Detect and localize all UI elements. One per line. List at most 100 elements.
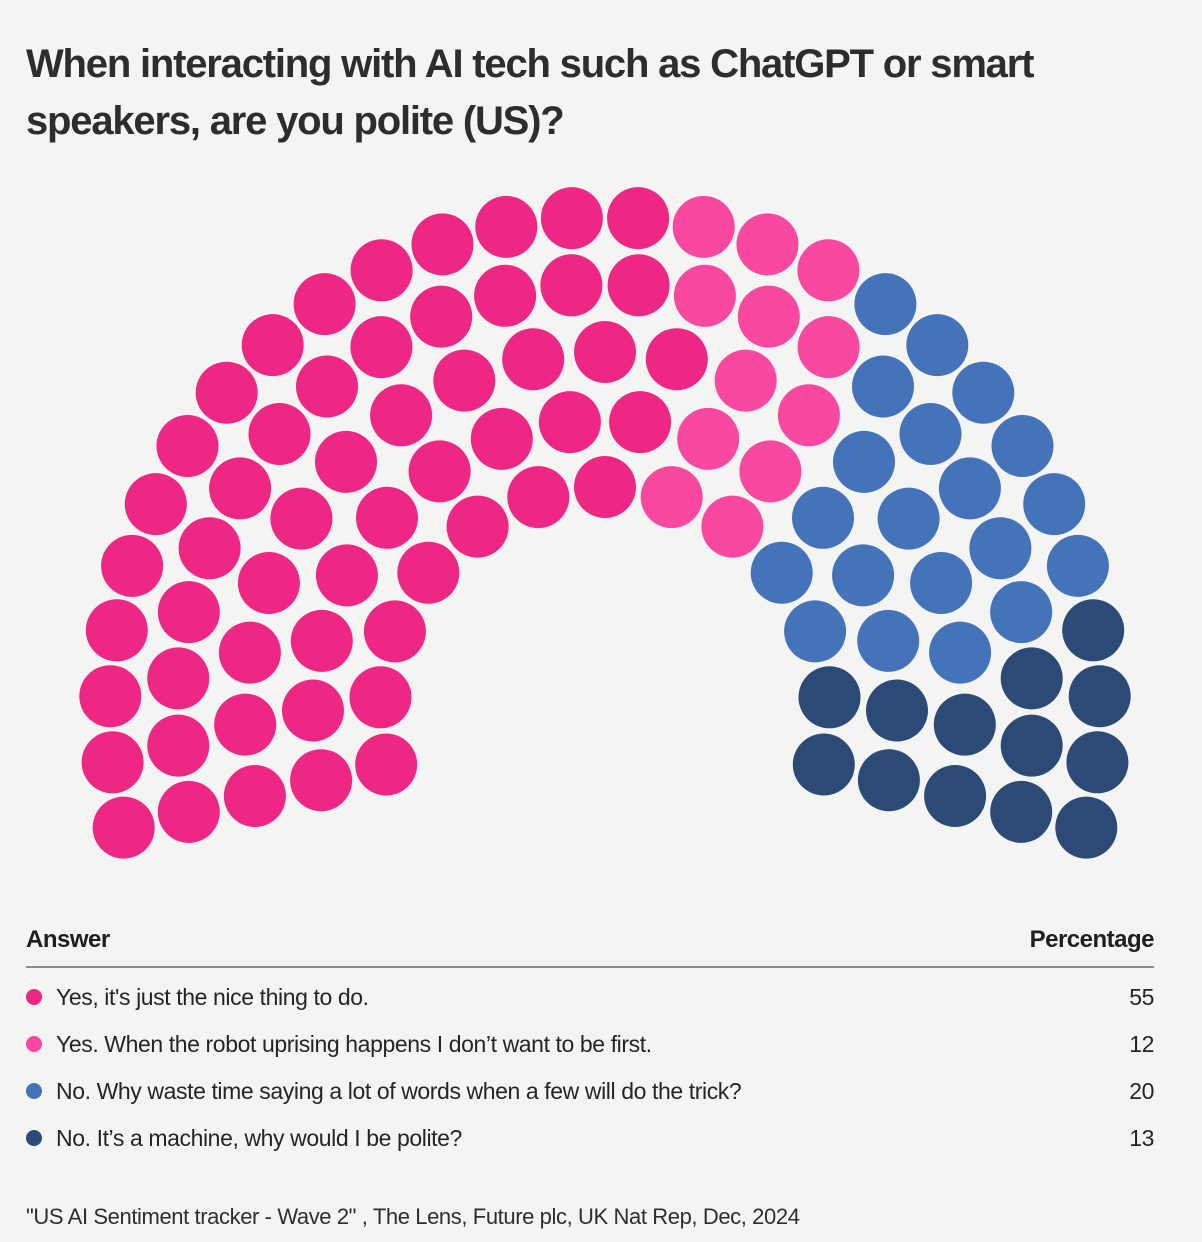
seat-dot (1062, 598, 1125, 661)
chart-title: When interacting with AI tech such as Ch… (26, 42, 1034, 143)
seat-dot (866, 679, 928, 742)
seat-dot (777, 383, 840, 446)
seat-dot (290, 748, 353, 811)
legend-header-row: Answer Percentage (26, 925, 1155, 954)
seat-dot (540, 186, 603, 249)
seat-dot (1000, 714, 1063, 777)
seat-dot (784, 599, 847, 662)
seat-dot (574, 320, 636, 383)
seat-dot (290, 609, 353, 672)
legend-color-dot-icon (26, 1036, 42, 1053)
seat-dot (282, 679, 344, 742)
seat-dot (798, 665, 861, 728)
seat-dot (85, 598, 148, 661)
legend-percentage-value: 20 (1129, 1077, 1154, 1104)
seat-dot (433, 349, 496, 412)
percentage-column-header: Percentage (1029, 925, 1155, 953)
seat-dot (1023, 472, 1086, 535)
legend-row: No. Why waste time saying a lot of words… (26, 1068, 1154, 1115)
parliament-chart (79, 186, 1131, 859)
seat-dot (218, 621, 281, 684)
seat-dot (270, 487, 333, 550)
seat-dot (156, 414, 219, 477)
seat-dot (952, 361, 1015, 424)
seat-dot (355, 733, 418, 796)
seat-dot (195, 361, 258, 424)
seat-dot (248, 402, 311, 465)
seat-dot (350, 315, 413, 378)
seat-dot (315, 543, 378, 606)
seat-dot (673, 264, 736, 327)
seat-dot (538, 390, 601, 453)
seat-dot (1055, 796, 1118, 859)
seat-dot (899, 402, 962, 465)
seat-dot (293, 272, 356, 335)
legend-row: No. It’s a machine, why would I be polit… (26, 1115, 1154, 1162)
seat-dot (877, 487, 940, 550)
seat-dot (315, 430, 377, 493)
seat-dot (1000, 646, 1063, 709)
seat-dot (574, 455, 636, 518)
seat-dot (990, 580, 1053, 643)
seat-dot (607, 186, 670, 249)
seat-dot (397, 541, 460, 604)
seat-dot (797, 315, 860, 378)
seat-dot (157, 580, 220, 643)
seat-dot (607, 253, 670, 316)
seat-dot (969, 516, 1032, 579)
seat-dot (296, 355, 358, 418)
seat-dot (147, 714, 210, 777)
seat-dot (929, 621, 992, 684)
legend-answer-label: Yes, it's just the nice thing to do. (56, 983, 369, 1010)
seat-dot (356, 486, 418, 549)
legend-color-dot-icon (26, 1083, 42, 1100)
parliament-chart-area (0, 150, 1202, 880)
seat-dot (677, 407, 740, 470)
seat-dot (363, 599, 426, 662)
legend-percentage-value: 12 (1129, 1030, 1154, 1057)
legend-row: Yes. When the robot uprising happens I d… (26, 1021, 1154, 1068)
seat-dot (645, 327, 708, 390)
seat-dot (223, 764, 286, 827)
seat-dot (854, 272, 917, 335)
seat-dot (672, 195, 735, 258)
seat-dot (1066, 730, 1129, 793)
seat-dot (750, 541, 813, 604)
seat-dot (924, 764, 987, 827)
seat-dot (857, 609, 920, 672)
seat-dot (79, 664, 142, 727)
legend-answer-label: Yes. When the robot uprising happens I d… (56, 1030, 652, 1057)
seat-dot (147, 646, 210, 709)
legend-color-dot-icon (26, 989, 42, 1006)
seat-dot (350, 238, 413, 301)
seat-dot (475, 195, 538, 258)
seat-dot (209, 456, 272, 519)
seat-dot (241, 313, 304, 376)
seat-dot (701, 495, 764, 558)
seat-dot (101, 534, 164, 597)
seat-dot (370, 383, 433, 446)
seat-dot (792, 733, 855, 796)
legend-table: Answer Percentage Yes, it's just the nic… (26, 926, 1176, 1162)
seat-dot (540, 253, 603, 316)
seat-dot (410, 285, 473, 348)
seat-dot (737, 285, 800, 348)
seat-dot (797, 238, 860, 301)
seat-dot (411, 212, 474, 275)
seat-dot (408, 439, 471, 502)
seat-dot (214, 693, 277, 756)
seat-dot (852, 355, 914, 418)
seat-dot (990, 780, 1053, 843)
answer-column-header: Answer (26, 925, 110, 953)
seat-dot (507, 465, 570, 528)
seat-dot (933, 693, 996, 756)
legend-answer-label: No. Why waste time saying a lot of words… (56, 1077, 742, 1104)
seat-dot (446, 495, 509, 558)
seat-dot (157, 780, 220, 843)
seat-dot (938, 456, 1001, 519)
seat-dot (991, 414, 1054, 477)
seat-dot (474, 264, 537, 327)
legend-rows: Yes, it's just the nice thing to do. 55 Ye… (26, 974, 1154, 1162)
seat-dot (714, 349, 777, 412)
